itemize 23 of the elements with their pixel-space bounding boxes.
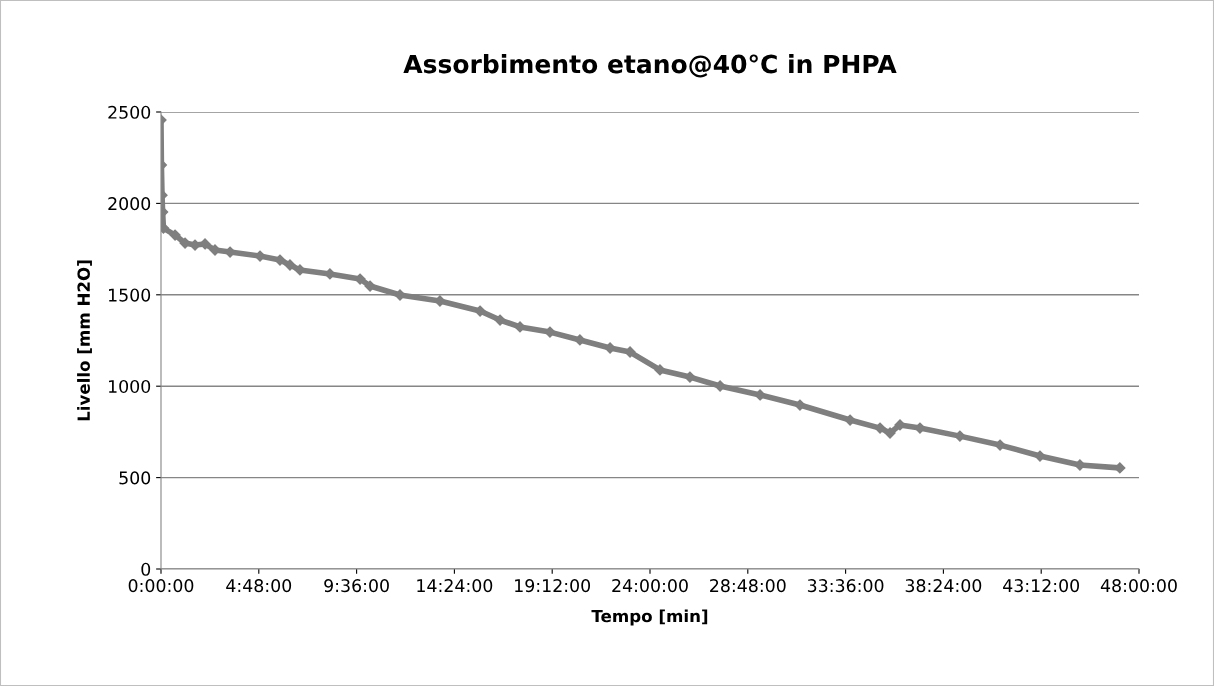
x-tick-label: 33:36:00 <box>807 579 884 593</box>
point <box>574 334 586 346</box>
x-tick-label: 0:00:00 <box>128 579 194 593</box>
point <box>474 305 486 317</box>
y-tick-label: 2500 <box>108 105 151 119</box>
x-tick-label: 9:36:00 <box>324 579 389 593</box>
y-tick-label: 0 <box>141 562 151 576</box>
x-tick-label: 24:00:00 <box>612 579 688 593</box>
x-tick-label: 38:24:00 <box>905 579 982 593</box>
x-tick-label: 28:48:00 <box>710 579 786 593</box>
x-axis-title: Tempo [min] <box>591 609 708 626</box>
y-axis-title: Livello [mm H2O] <box>77 260 92 421</box>
y-tick-label: 1000 <box>109 379 151 394</box>
x-tick-label: 48:00:00 <box>1100 579 1177 593</box>
point <box>684 371 696 383</box>
x-tick-label: 4:48:00 <box>226 579 292 593</box>
x-tick-label: 14:24:00 <box>417 579 493 593</box>
y-tick-label: 500 <box>119 471 151 485</box>
x-tick-label: 43:12:00 <box>1003 579 1080 593</box>
y-tick-label: 2000 <box>108 197 151 211</box>
chart-title: Assorbimento etano@40°C in PHPA <box>403 54 897 78</box>
y-tick-label: 1500 <box>109 288 151 302</box>
x-tick-label: 19:12:00 <box>515 579 591 593</box>
